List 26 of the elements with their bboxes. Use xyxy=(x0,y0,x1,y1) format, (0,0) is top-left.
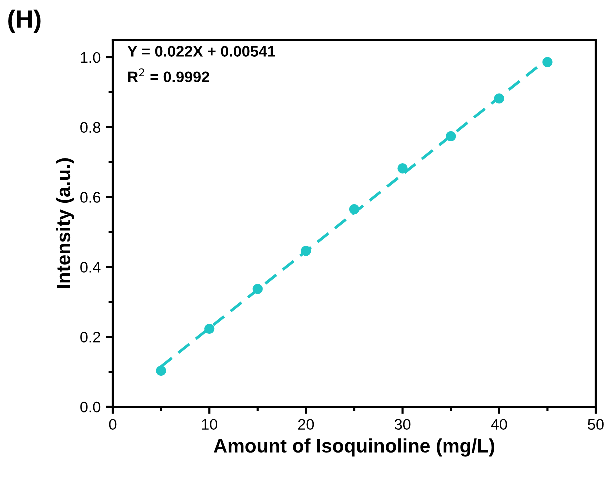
y-tick-label: 0.4 xyxy=(80,262,101,273)
y-axis-title: Intensity (a.u.) xyxy=(56,158,74,288)
point xyxy=(398,164,408,174)
point xyxy=(156,366,166,376)
y-tick-label: 0.2 xyxy=(80,332,100,343)
x-tick-label: 50 xyxy=(588,419,604,430)
y-tick-label: 0.0 xyxy=(80,402,101,413)
x-tick-label: 20 xyxy=(298,419,314,430)
y-tick-label: 1.0 xyxy=(81,52,101,64)
y-tick-label: 0.6 xyxy=(80,192,101,203)
point xyxy=(494,94,504,104)
text: (H) xyxy=(8,10,41,34)
point xyxy=(446,131,456,142)
annotation: Y = 0.022X + 0.00541 xyxy=(128,46,276,57)
y-tick-label: 0.8 xyxy=(80,122,101,134)
point xyxy=(252,284,263,294)
x-tick-label: 30 xyxy=(394,419,411,430)
point xyxy=(204,324,215,334)
point xyxy=(349,204,360,215)
point xyxy=(301,246,312,256)
x-tick-label: 0 xyxy=(109,419,117,430)
annotation: R$^{2}$ = 0.9992 xyxy=(128,68,210,83)
point xyxy=(542,57,553,68)
x-tick-label: 40 xyxy=(491,419,508,430)
x-axis-title: Amount of Isoquinoline (mg/L) xyxy=(214,438,494,457)
x-tick-label: 10 xyxy=(202,419,218,430)
